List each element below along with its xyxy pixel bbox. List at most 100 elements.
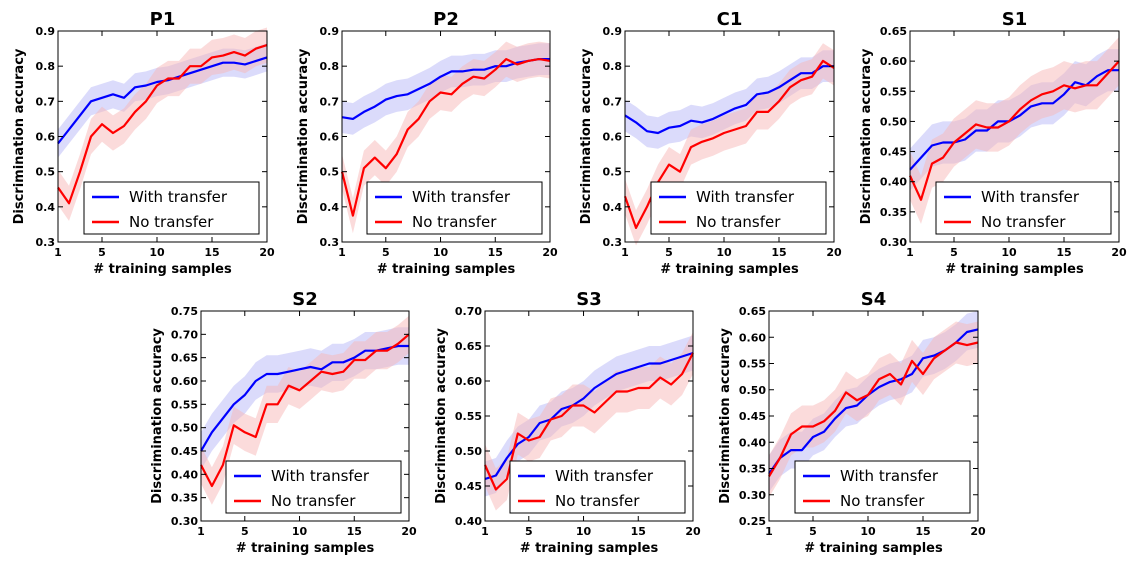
y-tick-label: 0.3 — [603, 236, 623, 249]
subplot-title: C1 — [717, 9, 743, 30]
x-tick-label: 15 — [204, 246, 219, 259]
y-tick-label: 0.30 — [171, 515, 198, 528]
x-tick-label: 20 — [259, 246, 275, 259]
subplot-title: S4 — [861, 289, 887, 310]
x-tick-label: 5 — [98, 246, 106, 259]
y-tick-label: 0.55 — [880, 85, 907, 98]
confidence-band — [625, 50, 834, 149]
y-tick-label: 0.55 — [171, 398, 198, 411]
x-tick-label: 5 — [950, 246, 958, 259]
y-tick-label: 0.60 — [739, 331, 766, 344]
y-tick-label: 0.45 — [171, 445, 198, 458]
legend-box — [935, 181, 1112, 235]
y-tick-label: 0.50 — [171, 422, 198, 435]
x-tick-label: 20 — [685, 525, 701, 538]
x-tick-label: 10 — [576, 525, 592, 538]
x-tick-label: 20 — [826, 246, 842, 259]
y-tick-label: 0.40 — [880, 176, 907, 189]
subplot-s2: 1 5 10 15 200.300.350.400.450.500.550.600.65… — [150, 289, 417, 556]
series-line-with-transfer — [200, 344, 409, 452]
y-tick-label: 0.55 — [739, 358, 766, 371]
confidence-band — [625, 43, 834, 246]
y-axis-label: Discrimination accuracy — [434, 328, 449, 504]
legend: With transfer No transfer — [794, 460, 971, 514]
subplot-title: P2 — [433, 9, 459, 30]
x-tick-label: 10 — [716, 246, 732, 259]
x-tick-label: 1 — [197, 525, 205, 538]
y-tick-label: 0.4 — [36, 201, 56, 214]
series-line-no-transfer — [340, 57, 551, 217]
series-line-no-transfer — [483, 352, 694, 491]
plot-frame — [909, 30, 1120, 243]
confidence-band — [769, 321, 978, 498]
x-axis-label: # training samples — [236, 541, 375, 556]
confidence-band — [201, 315, 409, 505]
x-tick-label: 20 — [970, 525, 986, 538]
x-tick-label: 1 — [481, 525, 489, 538]
legend: With transfer No transfer — [509, 460, 686, 514]
y-axis-label: Discrimination accuracy — [579, 48, 594, 224]
legend-label: With transfer — [271, 467, 370, 485]
y-tick-label: 0.60 — [455, 375, 482, 388]
y-tick-label: 0.6 — [36, 131, 56, 144]
series-line-with-transfer — [484, 351, 694, 481]
y-tick-label: 0.35 — [171, 492, 198, 505]
legend-label: No transfer — [840, 492, 925, 510]
subplot-title: P1 — [150, 9, 176, 30]
subplot-s4: 1 5 10 15 200.250.300.350.400.450.500.550.60… — [718, 289, 986, 556]
series-line-no-transfer — [623, 59, 835, 229]
legend: With transfer No transfer — [225, 460, 402, 514]
x-tick-label: 1 — [906, 246, 914, 259]
y-tick-label: 0.45 — [739, 410, 766, 423]
y-tick-label: 0.45 — [455, 480, 482, 493]
y-tick-label: 0.35 — [880, 206, 907, 219]
x-tick-label: 10 — [860, 525, 876, 538]
y-tick-label: 0.6 — [603, 131, 623, 144]
x-tick-label: 1 — [54, 246, 62, 259]
y-tick-label: 0.3 — [320, 236, 340, 249]
legend-label: No transfer — [271, 492, 356, 510]
y-tick-label: 0.60 — [880, 55, 907, 68]
series-line-with-transfer — [624, 65, 834, 135]
legend-label: No transfer — [555, 492, 640, 510]
y-tick-label: 0.25 — [739, 515, 766, 528]
y-tick-label: 0.65 — [739, 305, 766, 318]
y-tick-label: 0.5 — [603, 166, 623, 179]
x-tick-label: 10 — [149, 246, 165, 259]
legend-label: With transfer — [696, 188, 795, 206]
series-line-no-transfer — [57, 44, 268, 205]
y-axis-label: Discrimination accuracy — [150, 328, 165, 504]
y-tick-label: 0.65 — [880, 25, 907, 38]
confidence-band — [485, 332, 693, 511]
x-tick-label: 10 — [1001, 246, 1017, 259]
legend-box — [83, 181, 260, 235]
y-tick-label: 0.70 — [455, 305, 482, 318]
x-tick-label: 5 — [382, 246, 390, 259]
x-tick-label: 15 — [1056, 246, 1071, 259]
subplot-s3: 1 5 10 15 200.400.450.500.550.600.650.70S3# … — [434, 289, 701, 556]
legend-box — [794, 460, 971, 514]
x-tick-label: 15 — [347, 525, 362, 538]
y-tick-label: 0.50 — [880, 115, 907, 128]
y-tick-label: 0.55 — [455, 410, 482, 423]
y-axis-label: Discrimination accuracy — [718, 328, 733, 504]
y-tick-label: 0.9 — [320, 25, 340, 38]
x-tick-label: 1 — [765, 525, 773, 538]
y-tick-label: 0.40 — [171, 468, 198, 481]
x-tick-label: 15 — [631, 525, 646, 538]
x-tick-label: 10 — [292, 525, 308, 538]
y-tick-label: 0.4 — [320, 201, 340, 214]
legend: With transfer No transfer — [366, 181, 543, 235]
legend: With transfer No transfer — [83, 181, 260, 235]
y-tick-label: 0.7 — [603, 95, 623, 108]
legend-box — [650, 181, 827, 235]
x-axis-label: # training samples — [660, 262, 799, 277]
plot-frame — [200, 310, 410, 522]
y-tick-label: 0.45 — [880, 146, 907, 159]
y-tick-label: 0.5 — [36, 166, 56, 179]
x-axis-label: # training samples — [520, 541, 659, 556]
x-axis-label: # training samples — [804, 541, 943, 556]
x-tick-label: 15 — [488, 246, 503, 259]
y-tick-label: 0.40 — [455, 515, 482, 528]
y-axis-label: Discrimination accuracy — [859, 48, 874, 224]
